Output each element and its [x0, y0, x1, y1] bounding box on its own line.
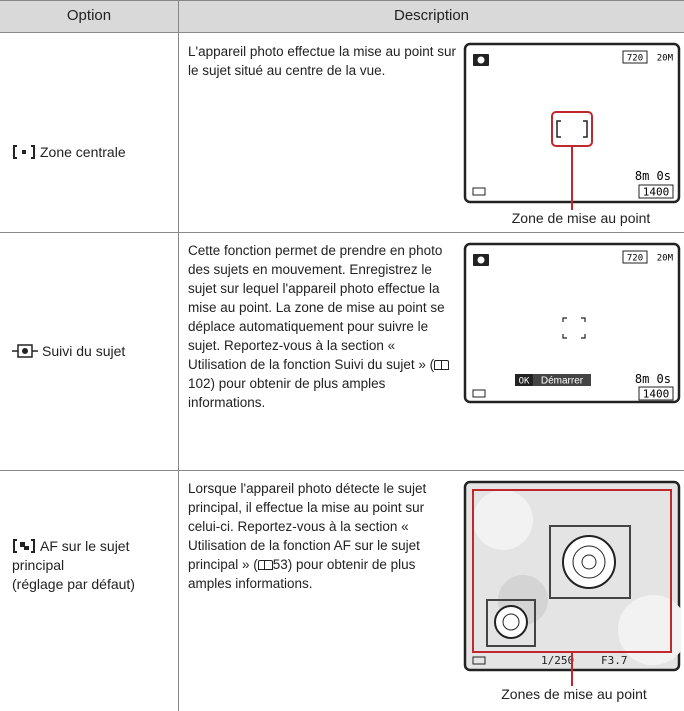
option: Zone centrale [12, 143, 174, 162]
header-option: Option [0, 0, 178, 32]
border [178, 0, 179, 711]
option: AF sur le sujet principal (réglage par d… [12, 537, 174, 594]
description-text: 53) pour obtenir de plus amples informat… [188, 557, 416, 591]
image-size: 20M [657, 54, 674, 64]
description: Cette fonction permet de prendre en phot… [188, 241, 456, 412]
border [0, 32, 684, 33]
icon [13, 539, 35, 553]
icon [12, 344, 38, 358]
description-text: 102) pour obtenir de plus amples informa… [188, 376, 386, 410]
time: 8m 0s [635, 372, 671, 386]
caption: Zone de mise au point [511, 210, 651, 226]
description-text: L'appareil photo effectue la mise au poi… [188, 44, 457, 78]
button: Démarrer [541, 376, 584, 387]
option-text: principal [12, 557, 65, 573]
book-icon [434, 360, 450, 370]
description-text: Lorsque l'appareil photo détecte le suje… [188, 481, 427, 572]
option: Suivi du sujet [12, 342, 174, 361]
aperture: F3.7 [601, 654, 628, 667]
description: L'appareil photo effectue la mise au poi… [188, 42, 456, 80]
border [0, 232, 684, 233]
option-text: Suivi du sujet [42, 343, 126, 359]
book-icon [257, 560, 273, 570]
ok: OK [519, 377, 530, 387]
camera-screen: 1/250 F3.7 [463, 480, 681, 686]
icon [13, 145, 35, 159]
header-description: Description [179, 0, 684, 32]
option-text: AF sur le sujet [40, 538, 130, 554]
resolution: 720 [627, 54, 643, 64]
camera-screen: 720 20M 8m 0s 1400 [463, 42, 681, 210]
border [0, 0, 684, 1]
camera-screen: 720 20M OK Démarrer 8m 0s 1400 [463, 242, 681, 404]
caption: Zones de mise au point [501, 686, 647, 702]
option-text: (réglage par défaut) [12, 576, 135, 592]
description-text: Cette fonction permet de prendre en phot… [188, 243, 445, 372]
description: Lorsque l'appareil photo détecte le suje… [188, 479, 456, 593]
border [0, 470, 684, 471]
shots: 1400 [643, 388, 670, 401]
shots: 1400 [643, 186, 670, 199]
image-size: 20M [657, 254, 674, 264]
shutter-speed: 1/250 [541, 654, 574, 667]
option-text: Zone centrale [40, 144, 126, 160]
resolution: 720 [627, 254, 643, 264]
time: 8m 0s [635, 169, 671, 183]
